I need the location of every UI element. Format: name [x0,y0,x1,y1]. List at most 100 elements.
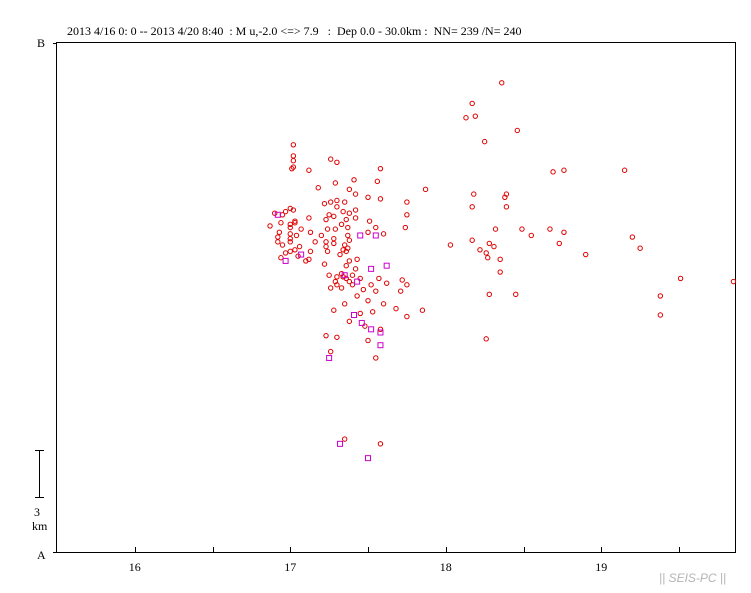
event-circle-13 [377,165,384,172]
scale-bar-unit: km [32,519,48,533]
event-circle-130 [357,275,363,282]
event-circle-103 [477,247,483,253]
event-markers [267,80,737,462]
event-circle-52 [343,216,349,223]
event-circle-85 [469,237,475,243]
event-square-11 [368,326,375,333]
event-circle-149 [513,291,519,298]
event-circle-171 [377,441,384,447]
x-tick-label-18: 18 [440,560,452,574]
event-circle-3 [472,113,479,119]
event-circle-40 [282,208,289,215]
event-circle-161 [346,318,353,325]
event-circle-117 [303,258,309,264]
event-circle-124 [497,269,503,275]
event-circle-148 [486,291,493,298]
event-circle-122 [352,266,359,272]
event-square-14 [326,354,333,361]
event-circle-6 [290,142,297,148]
event-circle-141 [349,282,356,288]
event-circle-99 [637,245,643,251]
event-circle-145 [373,288,379,294]
event-circle-67 [324,226,331,232]
event-circle-88 [275,239,281,245]
event-square-2 [372,232,379,239]
event-circle-54 [366,218,373,224]
event-circle-162 [362,323,368,329]
event-square-12 [377,329,384,336]
event-circle-129 [343,275,349,282]
event-circle-140 [334,282,340,288]
event-circle-12 [289,165,295,172]
event-circle-11 [290,164,297,170]
event-square-9 [351,311,358,318]
event-circle-22 [346,186,353,193]
event-circle-55 [292,220,298,226]
event-circle-87 [312,239,318,245]
event-circle-84 [346,237,353,243]
event-circle-63 [298,226,304,232]
event-circle-112 [295,253,301,259]
event-circle-69 [492,226,499,232]
event-circle-98 [491,243,497,250]
event-circle-151 [365,297,371,304]
event-circle-35 [469,204,475,210]
event-circle-144 [360,286,367,293]
event-circle-150 [657,293,664,299]
event-circle-79 [293,232,300,239]
event-circle-133 [383,280,390,286]
event-square-3 [282,257,289,264]
event-circle-19 [351,177,357,183]
y-end-label-top: B [37,36,45,50]
x-tick-label-19: 19 [595,560,607,574]
event-circle-105 [307,248,314,255]
event-circle-116 [354,256,360,263]
event-circle-43 [404,212,410,218]
event-circle-90 [323,243,329,250]
event-circle-138 [368,282,374,288]
event-square-13 [377,342,384,349]
event-circle-142 [327,285,334,291]
event-circle-152 [341,301,348,307]
event-square-6 [383,262,390,269]
event-circle-46 [326,212,332,218]
event-circle-61 [345,224,351,231]
event-circle-16 [550,169,556,175]
event-circle-93 [447,242,454,248]
x-tick-label-16: 16 [129,560,141,574]
event-circle-157 [331,307,337,313]
event-circle-32 [327,199,334,205]
event-circle-113 [278,255,284,261]
event-circle-17 [621,167,628,173]
event-circle-23 [422,186,429,193]
event-circle-169 [373,355,379,361]
event-circle-70 [519,226,525,232]
event-circle-153 [380,301,387,307]
event-circle-73 [380,231,387,237]
event-circle-20 [332,180,339,186]
event-circle-111 [337,251,343,258]
event-square-8 [354,278,361,285]
event-circle-57 [287,221,293,228]
event-circle-2 [463,115,469,121]
event-circle-158 [369,309,376,315]
event-circle-65 [561,229,567,235]
event-circle-101 [292,247,298,253]
event-circle-10 [334,159,340,165]
event-circle-121 [343,262,349,269]
event-circle-34 [404,199,410,205]
event-square-5 [368,265,375,272]
event-circle-147 [354,293,360,299]
event-circle-83 [331,235,337,242]
event-circle-139 [404,282,410,288]
event-circle-37 [334,204,340,210]
event-circle-165 [334,334,340,340]
event-circle-14 [306,167,312,173]
event-circle-127 [334,274,340,280]
event-circle-76 [307,229,314,235]
event-circle-56 [338,221,345,228]
event-circle-0 [499,80,505,86]
event-circle-4 [514,127,520,134]
event-circle-77 [318,232,325,239]
scale-bar-value: 3 [34,505,40,519]
